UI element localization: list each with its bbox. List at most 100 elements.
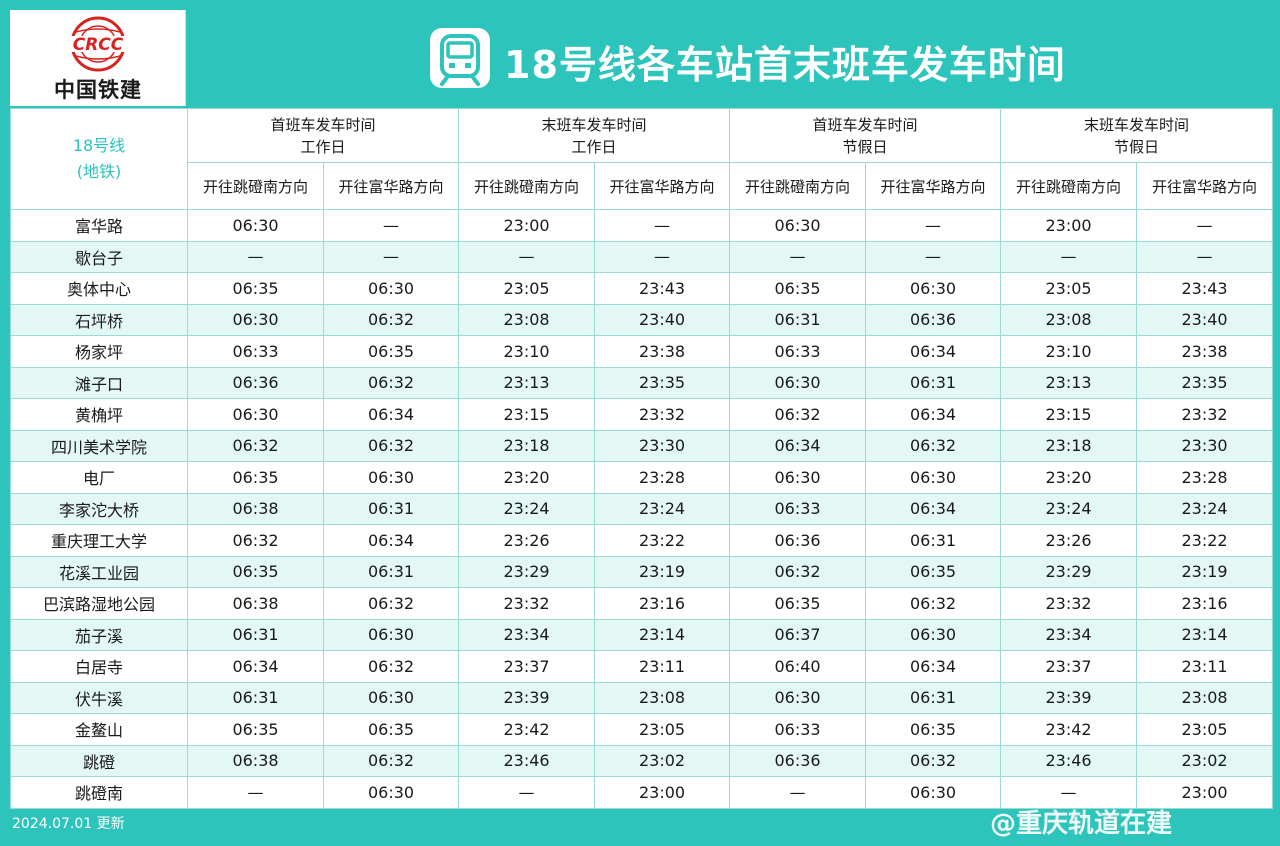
direction-header: 开往富华路方向 — [594, 162, 731, 210]
time-cell: 23:38 — [1136, 335, 1274, 368]
time-cell: 23:24 — [594, 492, 731, 525]
time-cell: 06:30 — [187, 303, 324, 336]
group-day-type: 工作日 — [300, 137, 346, 156]
time-cell: — — [865, 240, 1002, 273]
time-cell: 23:42 — [1000, 713, 1138, 746]
time-cell: 23:30 — [1136, 429, 1274, 462]
station-name: 跳磴南 — [10, 776, 188, 809]
station-name: 巴滨路湿地公园 — [10, 587, 188, 620]
time-cell: 23:16 — [1136, 587, 1274, 620]
table-row: 花溪工业园 06:35 06:31 23:29 23:19 06:32 06:35 23:29… — [10, 555, 1274, 588]
time-cell: 06:30 — [322, 681, 460, 714]
time-cell: 23:02 — [594, 744, 731, 777]
table-row: 金鳌山 06:35 06:35 23:42 23:05 06:33 06:35 23:42 23… — [10, 713, 1274, 746]
time-cell: 23:08 — [1000, 303, 1138, 336]
time-cell: — — [1136, 240, 1274, 273]
time-cell: 06:30 — [729, 461, 867, 494]
time-cell: 06:33 — [729, 492, 867, 525]
time-cell: 06:35 — [187, 461, 324, 494]
time-cell: 06:35 — [187, 272, 324, 305]
time-cell: 23:19 — [1136, 555, 1274, 588]
time-cell: 23:29 — [458, 555, 596, 588]
time-cell: 06:31 — [865, 366, 1002, 399]
time-cell: — — [322, 209, 460, 242]
time-cell: — — [729, 240, 867, 273]
time-cell: 23:20 — [1000, 461, 1138, 494]
table-row: 杨家坪 06:33 06:35 23:10 23:38 06:33 06:34 23:10 23… — [10, 335, 1274, 368]
time-cell: 06:36 — [729, 744, 867, 777]
time-cell: 23:46 — [1000, 744, 1138, 777]
table-row: 滩子口 06:36 06:32 23:13 23:35 06:30 06:31 23:13 23… — [10, 366, 1274, 399]
time-cell: 06:34 — [865, 398, 1002, 431]
station-name: 奥体中心 — [10, 272, 188, 305]
time-cell: 06:35 — [865, 555, 1002, 588]
time-cell: 06:34 — [865, 650, 1002, 683]
time-cell: — — [322, 240, 460, 273]
group-header: 首班车发车时间 工作日 — [186, 108, 460, 163]
time-cell: 23:16 — [594, 587, 731, 620]
line-label-cell: 18号线 (地铁) — [10, 108, 188, 210]
station-name: 歇台子 — [10, 240, 188, 273]
time-cell: 06:40 — [729, 650, 867, 683]
time-cell: 06:30 — [322, 272, 460, 305]
time-cell: 06:34 — [322, 398, 460, 431]
schedule-frame: CRCC 中国铁建 18号线各车站首末班车发车时间 18号线 ( — [10, 10, 1274, 809]
time-cell: 23:05 — [594, 713, 731, 746]
table-row: 电厂 06:35 06:30 23:20 23:28 06:30 06:30 23:20 23:… — [10, 461, 1274, 494]
time-cell: 06:31 — [729, 303, 867, 336]
direction-header: 开往富华路方向 — [322, 162, 460, 210]
time-cell: 23:05 — [1136, 713, 1274, 746]
time-cell: 06:32 — [729, 398, 867, 431]
time-cell: 23:00 — [1136, 776, 1274, 809]
time-cell: 23:15 — [458, 398, 596, 431]
time-cell: 23:10 — [1000, 335, 1138, 368]
time-cell: 06:35 — [187, 713, 324, 746]
time-cell: 06:32 — [865, 587, 1002, 620]
time-cell: 23:11 — [594, 650, 731, 683]
time-cell: 06:33 — [729, 713, 867, 746]
time-cell: — — [1136, 209, 1274, 242]
direction-header: 开往跳磴南方向 — [458, 162, 596, 210]
time-cell: — — [458, 240, 596, 273]
time-cell: 06:30 — [865, 272, 1002, 305]
weibo-watermark: @重庆轨道在建 — [990, 809, 1173, 839]
station-name: 金鳌山 — [10, 713, 188, 746]
time-cell: 06:36 — [865, 303, 1002, 336]
time-cell: 23:32 — [1136, 398, 1274, 431]
station-name: 白居寺 — [10, 650, 188, 683]
table-row: 伏牛溪 06:31 06:30 23:39 23:08 06:30 06:31 23:39 23… — [10, 681, 1274, 714]
time-cell: 23:18 — [458, 429, 596, 462]
time-cell: 06:30 — [865, 461, 1002, 494]
station-name: 茄子溪 — [10, 618, 188, 651]
station-name: 四川美术学院 — [10, 429, 188, 462]
time-cell: 06:37 — [729, 618, 867, 651]
time-cell: 23:35 — [1136, 366, 1274, 399]
time-cell: 06:33 — [729, 335, 867, 368]
time-cell: 23:02 — [1136, 744, 1274, 777]
time-cell: 23:00 — [594, 776, 731, 809]
time-cell: 06:32 — [322, 303, 460, 336]
direction-header: 开往富华路方向 — [865, 162, 1002, 210]
time-cell: 06:32 — [187, 429, 324, 462]
time-cell: 06:38 — [187, 492, 324, 525]
time-cell: 23:32 — [594, 398, 731, 431]
table-row: 奥体中心 06:35 06:30 23:05 23:43 06:35 06:30 23:05 2… — [10, 272, 1274, 305]
time-cell: 23:42 — [458, 713, 596, 746]
table-row: 石坪桥 06:30 06:32 23:08 23:40 06:31 06:36 23:08 23… — [10, 303, 1274, 336]
time-cell: 23:26 — [458, 524, 596, 557]
schedule-body: 富华路 06:30—23:00—06:30—23:00— 歇台子 — — — — — — — — 奥体… — [10, 209, 1274, 809]
time-cell: 23:46 — [458, 744, 596, 777]
time-cell: 06:35 — [729, 272, 867, 305]
group-header: 首班车发车时间 节假日 — [729, 108, 1002, 163]
time-cell: 06:30 — [322, 461, 460, 494]
time-cell: 23:40 — [1136, 303, 1274, 336]
station-name: 电厂 — [10, 461, 188, 494]
time-cell: 06:35 — [322, 335, 460, 368]
time-cell: 06:34 — [322, 524, 460, 557]
time-cell: 23:19 — [594, 555, 731, 588]
time-cell: 23:13 — [1000, 366, 1138, 399]
line-sub-label: (地铁) — [76, 162, 122, 181]
time-cell: 23:38 — [594, 335, 731, 368]
time-cell: 23:08 — [594, 681, 731, 714]
group-title: 首班车发车时间 — [812, 115, 918, 134]
